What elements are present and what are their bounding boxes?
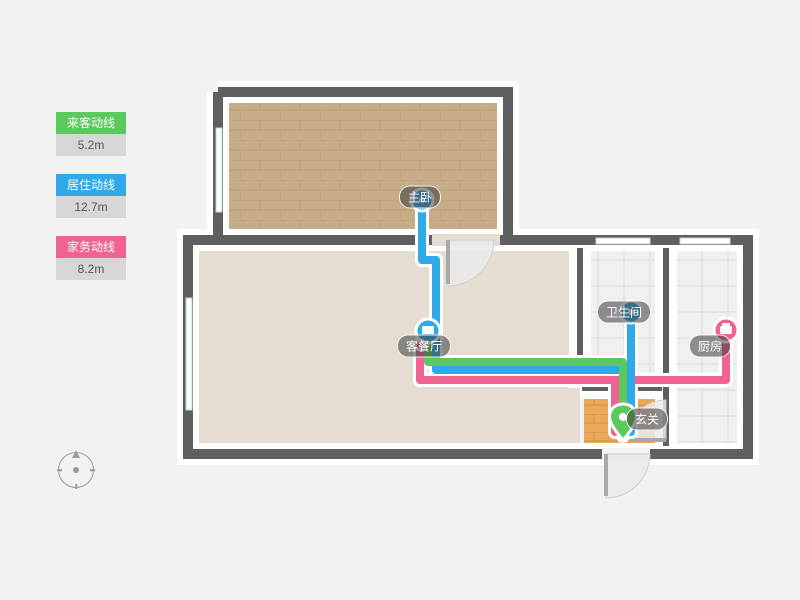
label-bedroom: 主卧 xyxy=(399,186,441,209)
label-living: 客餐厅 xyxy=(397,335,451,358)
floor-bedroom xyxy=(226,100,500,232)
label-bath: 卫生间 xyxy=(597,301,651,324)
label-kitchen: 厨房 xyxy=(689,335,731,358)
floor-plan xyxy=(0,0,800,600)
floor-living xyxy=(196,248,580,446)
label-entry: 玄关 xyxy=(626,408,668,431)
